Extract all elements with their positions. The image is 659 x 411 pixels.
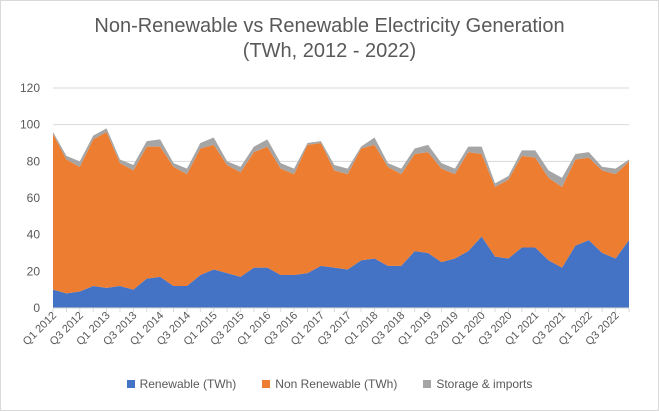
chart-title: Non-Renewable vs Renewable Electricity G… (0, 14, 659, 64)
legend-item: Renewable (TWh) (126, 377, 237, 391)
y-tick-label: 60 (27, 191, 41, 205)
y-tick-label: 40 (27, 228, 41, 242)
legend-swatch (126, 380, 135, 388)
y-tick-label: 0 (33, 301, 40, 315)
y-tick-label: 20 (27, 264, 41, 278)
legend-item: Storage & imports (423, 377, 532, 391)
legend-label: Non Renewable (TWh) (275, 377, 398, 391)
chart-subtitle: (TWh, 2012 - 2022) (242, 40, 417, 62)
y-tick-label: 100 (20, 118, 40, 132)
chart-title-line1: Non-Renewable vs Renewable Electricity G… (94, 15, 565, 37)
y-tick-label: 120 (20, 81, 40, 95)
legend-swatch (423, 380, 432, 388)
legend-label: Storage & imports (436, 377, 533, 391)
area-series-1 (53, 236, 629, 308)
legend-label: Renewable (TWh) (139, 377, 237, 391)
area-series-3 (53, 128, 629, 187)
legend-item: Non Renewable (TWh) (262, 377, 397, 391)
area-series-2 (53, 132, 629, 294)
legend-swatch (262, 380, 271, 388)
y-tick-label: 80 (27, 154, 41, 168)
legend: Renewable (TWh) Non Renewable (TWh) Storag… (0, 377, 659, 391)
